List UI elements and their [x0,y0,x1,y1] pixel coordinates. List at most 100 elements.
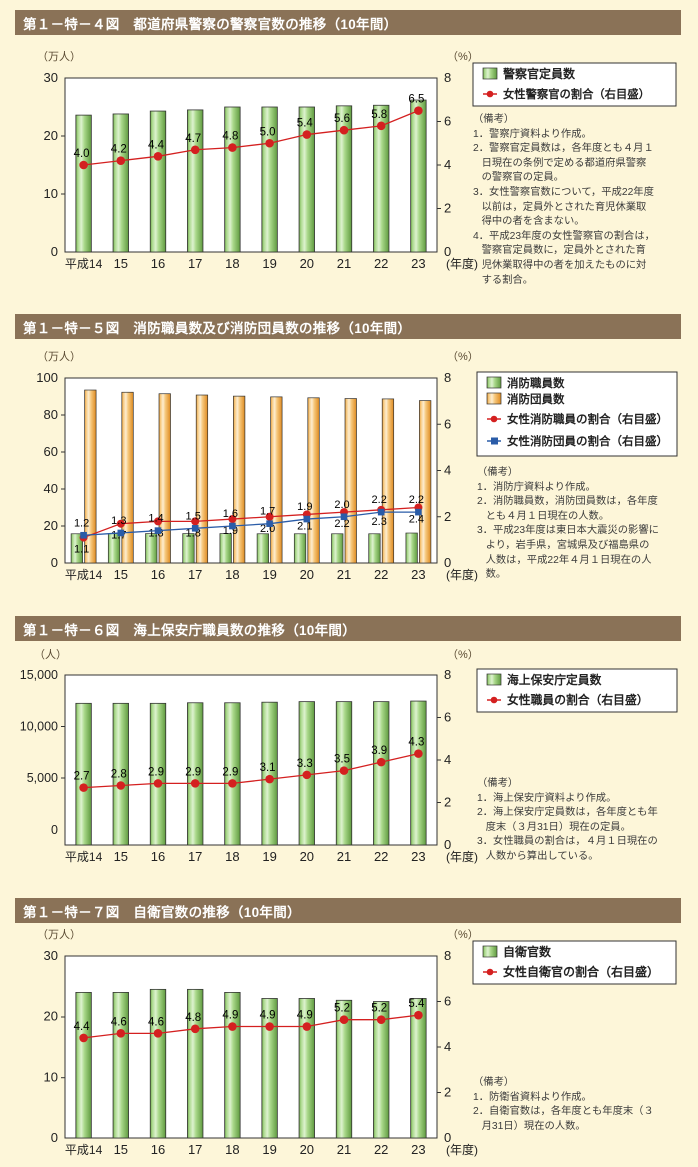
svg-text:（%）: （%） [447,350,479,363]
svg-text:22: 22 [374,567,388,582]
svg-text:女性職員の割合（右目盛）: 女性職員の割合（右目盛） [507,693,649,707]
svg-text:16: 16 [151,567,165,582]
svg-text:60: 60 [44,444,58,459]
svg-text:(年度): (年度) [446,1142,478,1157]
svg-text:1.3: 1.3 [111,515,126,527]
svg-text:1.6: 1.6 [223,508,238,520]
svg-text:4.2: 4.2 [111,144,127,156]
svg-text:警察官定員数: 警察官定員数 [502,66,576,81]
svg-text:4.4: 4.4 [148,139,165,151]
svg-text:15: 15 [114,567,128,582]
svg-text:女性消防職員の割合（右目盛）: 女性消防職員の割合（右目盛） [507,412,668,426]
svg-text:18: 18 [225,256,239,271]
svg-text:2.7: 2.7 [74,771,90,783]
svg-text:0: 0 [51,1130,58,1145]
svg-text:6: 6 [444,114,451,129]
svg-text:8: 8 [444,948,451,963]
svg-text:16: 16 [151,849,165,864]
svg-text:19: 19 [262,849,276,864]
svg-text:18: 18 [225,567,239,582]
svg-text:5.8: 5.8 [371,109,387,121]
svg-text:19: 19 [262,1142,276,1157]
svg-text:20: 20 [44,128,58,143]
svg-text:30: 30 [44,70,58,85]
svg-text:15: 15 [114,256,128,271]
svg-text:23: 23 [411,567,425,582]
svg-text:23: 23 [411,1142,425,1157]
svg-text:4.8: 4.8 [222,131,238,143]
svg-text:21: 21 [337,567,351,582]
svg-text:2.2: 2.2 [372,494,387,506]
svg-text:0: 0 [51,823,58,837]
svg-text:4: 4 [444,1039,451,1054]
svg-text:6: 6 [444,416,451,431]
svg-text:18: 18 [225,849,239,864]
svg-text:1.9: 1.9 [297,501,312,513]
svg-text:2.0: 2.0 [334,499,349,511]
svg-text:23: 23 [411,849,425,864]
svg-text:3.5: 3.5 [334,754,350,766]
svg-text:4.9: 4.9 [260,1010,276,1022]
svg-text:80: 80 [44,407,58,422]
svg-text:8: 8 [444,667,451,682]
svg-text:21: 21 [337,1142,351,1157]
svg-text:40: 40 [44,481,58,496]
svg-text:3.1: 3.1 [260,762,276,774]
svg-text:3.9: 3.9 [371,745,387,757]
svg-text:女性警察官の割合（右目盛）: 女性警察官の割合（右目盛） [503,87,650,101]
svg-text:5.0: 5.0 [260,126,276,138]
svg-text:4.4: 4.4 [74,1021,91,1033]
svg-text:消防団員数: 消防団員数 [507,392,565,406]
svg-text:10: 10 [44,186,58,201]
svg-text:19: 19 [262,256,276,271]
svg-text:2.8: 2.8 [111,769,127,781]
svg-text:22: 22 [374,849,388,864]
svg-text:（%）: （%） [447,50,479,63]
svg-text:2: 2 [444,795,451,810]
svg-text:2.3: 2.3 [372,516,387,528]
svg-text:平成14: 平成14 [65,568,103,582]
svg-text:4.7: 4.7 [185,133,201,145]
svg-text:2.2: 2.2 [409,494,424,506]
svg-text:4.8: 4.8 [185,1012,201,1024]
svg-text:20: 20 [300,1142,314,1157]
svg-text:0: 0 [51,555,58,570]
svg-text:女性消防団員の割合（右目盛）: 女性消防団員の割合（右目盛） [507,434,668,448]
svg-text:2: 2 [444,1085,451,1100]
svg-text:（万人）: （万人） [37,928,81,941]
svg-text:5.6: 5.6 [334,113,350,125]
svg-text:1.5: 1.5 [186,510,201,522]
svg-text:2.9: 2.9 [222,766,238,778]
svg-text:(年度): (年度) [446,567,478,582]
svg-text:2: 2 [444,201,451,216]
svg-text:20: 20 [44,1009,58,1024]
svg-text:4.9: 4.9 [297,1010,313,1022]
svg-text:15: 15 [114,1142,128,1157]
svg-text:6: 6 [444,710,451,725]
svg-text:20: 20 [300,567,314,582]
svg-text:16: 16 [151,1142,165,1157]
svg-text:8: 8 [444,370,451,385]
svg-text:15: 15 [114,849,128,864]
svg-text:1.7: 1.7 [260,506,275,518]
svg-text:17: 17 [188,849,202,864]
svg-text:19: 19 [262,567,276,582]
svg-text:8: 8 [444,70,451,85]
svg-text:20: 20 [300,849,314,864]
svg-text:6: 6 [444,994,451,1009]
svg-text:10,000: 10,000 [20,720,58,734]
svg-text:女性自衛官の割合（右目盛）: 女性自衛官の割合（右目盛） [503,964,659,979]
svg-text:4.6: 4.6 [148,1016,164,1028]
svg-text:（万人）: （万人） [37,50,81,63]
svg-text:1.4: 1.4 [148,513,163,525]
svg-text:海上保安庁定員数: 海上保安庁定員数 [507,673,602,687]
svg-text:10: 10 [44,1069,58,1084]
svg-text:2.9: 2.9 [185,766,201,778]
svg-text:平成14: 平成14 [65,257,103,271]
svg-text:5.2: 5.2 [334,1003,350,1015]
svg-text:17: 17 [188,1142,202,1157]
svg-text:4.6: 4.6 [111,1016,127,1028]
svg-text:4.3: 4.3 [408,737,424,749]
svg-text:18: 18 [225,1142,239,1157]
svg-text:5.2: 5.2 [371,1003,387,1015]
